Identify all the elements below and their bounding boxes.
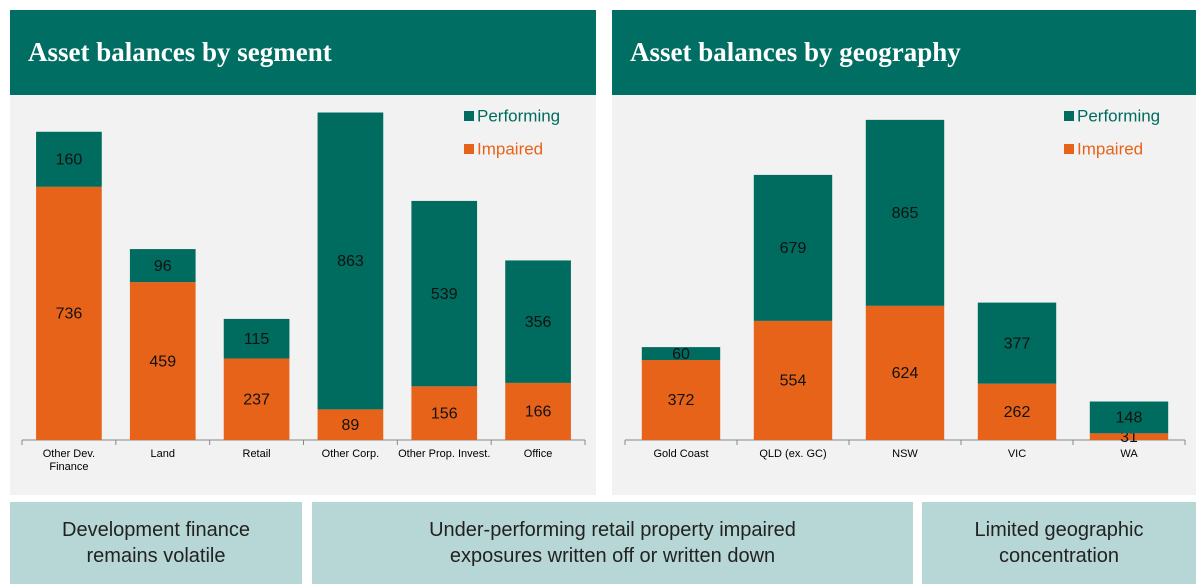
value-label: 624 xyxy=(892,365,919,382)
bar-segment xyxy=(865,119,945,306)
bar-segment xyxy=(977,383,1057,440)
bar-segment xyxy=(1089,433,1169,440)
x-tick-label: Gold Coast xyxy=(653,448,709,460)
value-label: 863 xyxy=(337,253,364,270)
legend-label: Impaired xyxy=(477,139,543,158)
value-label: 237 xyxy=(243,391,270,408)
x-tick-label: NSW xyxy=(892,448,918,460)
bar-segment xyxy=(411,386,478,440)
value-label: 96 xyxy=(154,258,172,275)
bar-segment xyxy=(641,347,721,361)
chart-panel: Asset balances by geography 372 60 554 679 62… xyxy=(612,10,1196,495)
x-tick-label: Other Prop. Invest. xyxy=(398,448,491,460)
value-label: 554 xyxy=(780,373,807,390)
bar-segment xyxy=(505,260,571,383)
legend-swatch xyxy=(1064,144,1074,154)
value-label: 160 xyxy=(56,152,83,169)
x-tick-label: Other Corp. xyxy=(321,448,380,460)
bar-segment xyxy=(129,282,196,440)
bar-segment xyxy=(505,382,571,440)
legend-swatch xyxy=(1064,111,1074,121)
value-label: 166 xyxy=(525,404,552,421)
bar-segment xyxy=(36,131,102,187)
value-label: 156 xyxy=(431,405,458,422)
legend-swatch xyxy=(464,144,474,154)
value-label: 356 xyxy=(525,314,552,331)
value-label: 372 xyxy=(668,392,695,409)
x-tick-label: VIC xyxy=(1007,448,1027,460)
bar-segment xyxy=(223,358,290,440)
plot: 3726055467962486526237731148PerformingIm… xyxy=(624,106,1186,446)
x-tick-label: Other Dev. Finance xyxy=(42,448,96,473)
legend-swatch xyxy=(464,111,474,121)
bar-segment xyxy=(317,112,384,410)
value-label: 115 xyxy=(244,331,270,348)
x-tick-label: Retail xyxy=(242,448,271,460)
bar-segment xyxy=(977,302,1057,384)
value-label: 679 xyxy=(780,240,807,257)
value-label: 377 xyxy=(1004,335,1031,352)
bar-segment xyxy=(641,360,721,440)
value-label: 89 xyxy=(342,417,360,434)
bar-segment xyxy=(129,249,196,283)
x-tick-label: WA xyxy=(1120,448,1138,460)
bar-segment xyxy=(753,174,833,321)
value-label: 60 xyxy=(672,346,690,363)
bar-segment xyxy=(411,200,478,387)
legend-label: Impaired xyxy=(1077,139,1143,158)
chart-title: Asset balances by geography xyxy=(612,10,1196,95)
x-tick-label: Office xyxy=(523,448,553,460)
value-label: 459 xyxy=(149,353,176,370)
bar-segment xyxy=(865,305,945,440)
legend-label: Performing xyxy=(477,106,560,125)
legend-label: Performing xyxy=(1077,106,1160,125)
bar-segment xyxy=(36,186,102,440)
value-label: 736 xyxy=(56,306,83,323)
note-box: Development finance remains volatile xyxy=(10,502,302,584)
x-tick-label: Land xyxy=(150,448,175,460)
chart-title: Asset balances by segment xyxy=(10,10,596,95)
bar-segment xyxy=(317,409,384,440)
note-box: Under-performing retail property impaire… xyxy=(312,502,913,584)
value-label: 539 xyxy=(431,286,458,303)
chart-panel: Asset balances by segment 736 160 459 96 237 1… xyxy=(10,10,596,495)
value-label: 865 xyxy=(892,205,919,222)
bar-segment xyxy=(1089,401,1169,434)
value-label: 148 xyxy=(1116,410,1143,427)
plot: 736 160 459 96 237 115 89 863 156 539 166 356 Perfor… xyxy=(21,106,586,445)
bar-segment xyxy=(223,318,290,359)
value-label: 262 xyxy=(1004,404,1031,421)
bar-segment xyxy=(753,320,833,440)
x-tick-label: QLD (ex. GC) xyxy=(759,448,827,460)
note-box: Limited geographic concentration xyxy=(922,502,1196,584)
